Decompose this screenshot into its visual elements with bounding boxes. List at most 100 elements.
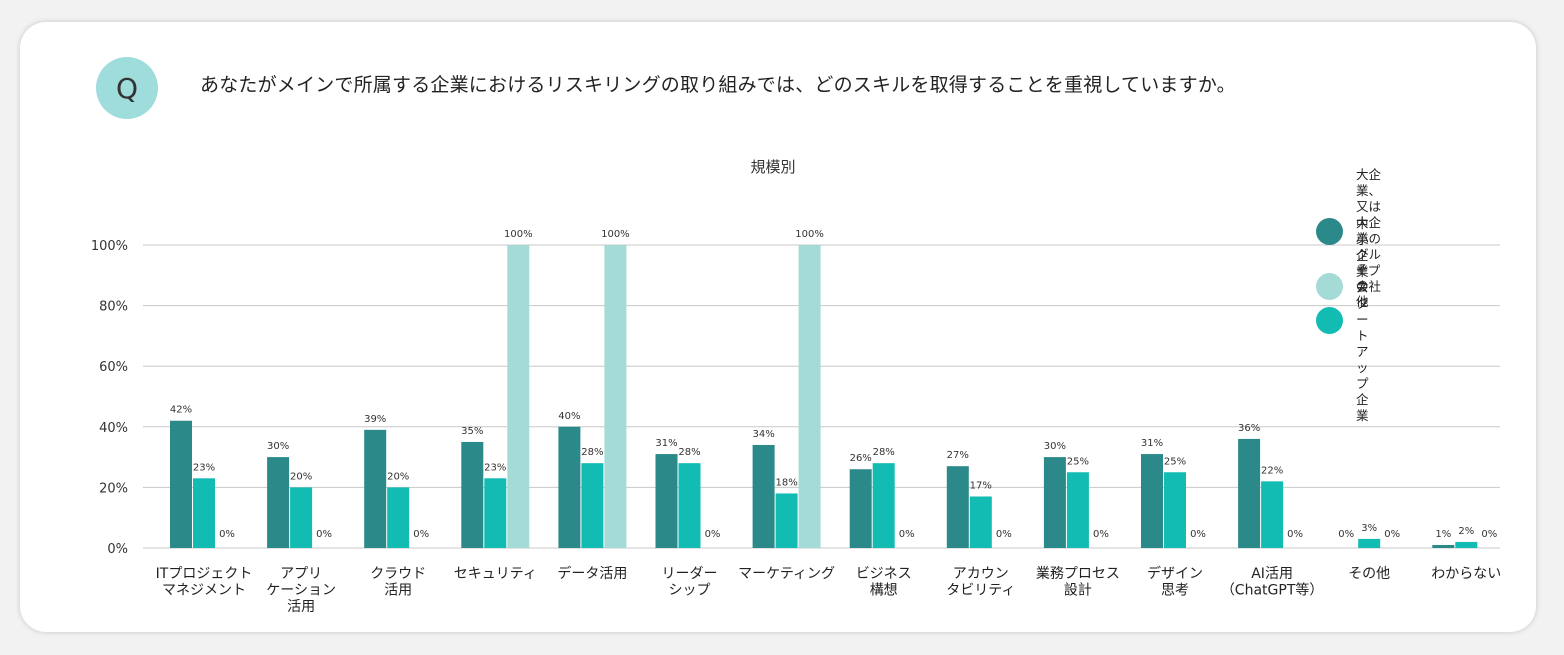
bar <box>364 429 387 548</box>
data-label: 28% <box>581 447 603 458</box>
x-tick-label: リーダーシップ <box>662 566 718 599</box>
legend-label-other: その他 <box>1356 262 1369 309</box>
data-label: 20% <box>387 471 409 482</box>
data-label: 0% <box>1190 529 1206 540</box>
data-label: 30% <box>1044 441 1066 452</box>
bar <box>581 463 604 548</box>
data-label: 40% <box>558 411 580 422</box>
y-tick-label: 80% <box>99 300 128 315</box>
bar <box>1141 454 1163 548</box>
x-tick-label: わからない <box>1431 566 1501 582</box>
bar <box>1432 544 1455 548</box>
question-badge: Q <box>96 57 158 119</box>
data-label: 25% <box>1164 456 1186 467</box>
bar <box>946 466 969 548</box>
data-label: 3% <box>1361 523 1377 534</box>
y-tick-label: 100% <box>91 239 128 254</box>
data-label: 0% <box>899 529 915 540</box>
bar <box>290 487 313 548</box>
data-label: 23% <box>193 462 215 473</box>
question-text: あなたがメインで所属する企業におけるリスキリングの取り組みでは、どのスキルを取得… <box>200 74 1236 96</box>
data-label: 2% <box>1458 526 1474 537</box>
chart-title: 規模別 <box>750 158 795 176</box>
x-tick-label: マーケティング <box>738 566 835 582</box>
legend-item-other: その他 <box>1316 262 1369 310</box>
data-label: 23% <box>484 462 506 473</box>
legend-swatch-other <box>1316 272 1343 300</box>
data-label: 100% <box>601 229 630 240</box>
bar <box>484 478 507 548</box>
legend-item-large: 大企業、又は 大企業のグループ会社 <box>1316 167 1381 295</box>
data-label: 31% <box>655 438 677 449</box>
data-label: 20% <box>290 471 312 482</box>
bar <box>461 441 484 548</box>
data-label: 0% <box>705 529 721 540</box>
data-label: 0% <box>1287 529 1303 540</box>
bar <box>1066 472 1089 548</box>
x-tick-label: ビジネス構想 <box>856 566 912 599</box>
x-tick-label: クラウド活用 <box>370 566 426 599</box>
data-label: 0% <box>219 529 235 540</box>
x-tick-label: アカウンタビリティ <box>946 566 1015 599</box>
bar <box>1238 438 1261 548</box>
data-label: 35% <box>461 426 483 437</box>
data-label: 22% <box>1261 465 1283 476</box>
bar <box>849 469 872 548</box>
bar <box>558 426 581 548</box>
data-label: 17% <box>970 480 992 491</box>
bar <box>969 496 992 548</box>
bar <box>775 493 798 548</box>
bar <box>678 463 701 548</box>
bar <box>655 454 678 548</box>
data-label: 34% <box>752 429 774 440</box>
bar <box>872 463 895 548</box>
y-tick-label: 0% <box>107 542 128 557</box>
bar <box>267 457 290 548</box>
bar <box>387 487 410 548</box>
data-label: 27% <box>947 450 969 461</box>
bar <box>1358 538 1381 548</box>
data-label: 18% <box>775 477 797 488</box>
data-label: 0% <box>316 529 332 540</box>
data-label: 28% <box>678 447 700 458</box>
y-tick-label: 60% <box>99 360 128 375</box>
data-label: 0% <box>1481 529 1497 540</box>
data-label: 0% <box>1093 529 1109 540</box>
data-label: 100% <box>795 229 824 240</box>
data-label: 0% <box>413 529 429 540</box>
data-label: 25% <box>1067 456 1089 467</box>
data-label: 1% <box>1435 529 1451 540</box>
data-label: 36% <box>1238 423 1260 434</box>
x-tick-label: アプリケーション活用 <box>266 566 336 615</box>
data-label: 31% <box>1141 438 1163 449</box>
bar <box>1164 472 1186 548</box>
x-tick-label: AI活用（ChatGPT等） <box>1221 566 1324 599</box>
x-tick-label: ITプロジェクトマネジメント <box>156 566 253 599</box>
bar <box>193 478 215 548</box>
data-label: 0% <box>996 529 1012 540</box>
x-tick-label: データ活用 <box>557 565 627 582</box>
x-tick-label: その他 <box>1348 566 1390 582</box>
data-label: 39% <box>364 414 386 425</box>
data-label: 0% <box>1384 529 1400 540</box>
bar <box>752 444 775 548</box>
bar <box>798 245 821 548</box>
x-tick-label: デザイン思考 <box>1147 565 1203 599</box>
x-tick-label: 業務プロセス設計 <box>1036 566 1120 599</box>
data-label: 42% <box>170 405 192 416</box>
bar <box>507 245 530 548</box>
data-label: 26% <box>850 453 872 464</box>
bar <box>604 245 627 548</box>
legend-label-small: 中小企業 スタートアップ企業 <box>1356 216 1369 423</box>
y-tick-label: 20% <box>99 481 128 496</box>
bar <box>1261 481 1284 548</box>
question-badge-label: Q <box>115 71 139 105</box>
data-label: 30% <box>267 441 289 452</box>
legend-swatch-small <box>1316 306 1343 334</box>
legend-item-small: 中小企業 スタートアップ企業 <box>1316 216 1369 424</box>
legend-label-large: 大企業、又は 大企業のグループ会社 <box>1356 167 1382 294</box>
data-label: 28% <box>873 447 895 458</box>
x-tick-label: セキュリティ <box>454 566 537 582</box>
data-label: 0% <box>1338 529 1354 540</box>
legend-swatch-large <box>1316 217 1343 245</box>
